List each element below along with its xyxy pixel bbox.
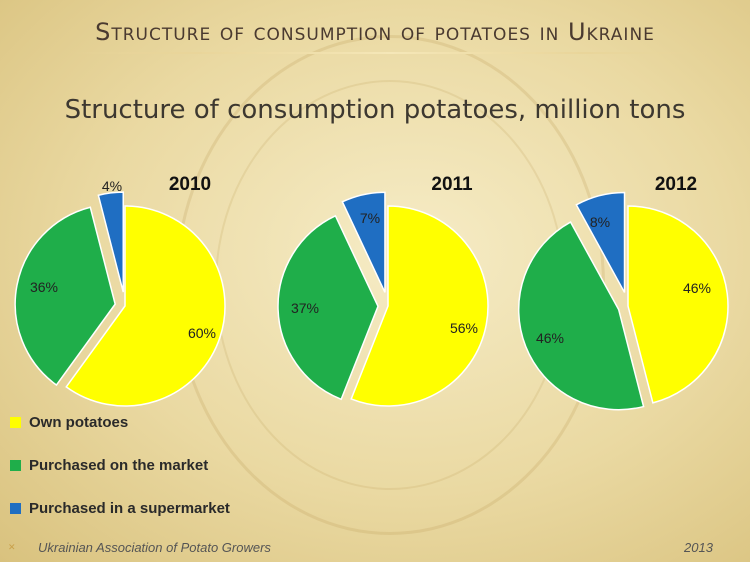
- data-label-2012-own: 46%: [683, 280, 711, 296]
- slice-2010-own: [65, 205, 226, 407]
- slice-2010-market: [14, 206, 116, 387]
- slice-2012-market: [517, 221, 645, 411]
- legend-label-supermarket: Purchased in a supermarket: [29, 499, 230, 517]
- legend-label-market: Purchased on the market: [29, 456, 209, 474]
- slice-2012-own: [627, 205, 729, 404]
- slide-title: Structure of consumption of potatoes in …: [95, 18, 655, 46]
- pie-year-2012: 2012: [655, 174, 697, 195]
- pie-2011: 56% 37% 7% 2011: [277, 174, 489, 407]
- slice-2011-supermarket: [341, 191, 386, 293]
- chart-legend: Own potatoes Purchased on the market Pur…: [10, 412, 230, 541]
- data-label-2010-market: 36%: [30, 279, 58, 295]
- data-label-2010-supermarket: 4%: [102, 178, 122, 194]
- data-label-2010-own: 60%: [188, 325, 216, 341]
- pie-2012: 46% 46% 8% 2012: [517, 174, 729, 411]
- legend-swatch-own: [10, 416, 21, 428]
- legend-item-own: Own potatoes: [10, 412, 230, 432]
- footer-organization: Ukrainian Association of Potato Growers: [38, 540, 271, 555]
- data-label-2011-own: 56%: [450, 320, 478, 336]
- pie-year-2011: 2011: [431, 174, 473, 195]
- footer-bullet-icon: ✕: [8, 542, 16, 552]
- slice-2012-supermarket: [575, 191, 626, 293]
- legend-item-supermarket: Purchased in a supermarket: [10, 498, 230, 518]
- legend-label-own: Own potatoes: [29, 413, 129, 431]
- data-label-2011-supermarket: 7%: [360, 210, 380, 226]
- pie-year-2010: 2010: [169, 174, 211, 195]
- data-label-2012-supermarket: 8%: [590, 214, 610, 230]
- slice-2011-own: [350, 205, 489, 407]
- slice-2010-supermarket: [97, 191, 124, 293]
- legend-swatch-market: [10, 459, 21, 471]
- footer-year: 2013: [684, 540, 713, 555]
- slice-2011-market: [277, 214, 379, 401]
- legend-swatch-supermarket: [10, 502, 21, 514]
- pie-2010: 60% 36% 4% 2010: [14, 174, 226, 407]
- legend-item-market: Purchased on the market: [10, 455, 230, 475]
- data-label-2011-market: 37%: [291, 300, 319, 316]
- chart-title: Structure of consumption potatoes, milli…: [64, 95, 686, 125]
- title-divider: [70, 52, 710, 54]
- data-label-2012-market: 46%: [536, 330, 564, 346]
